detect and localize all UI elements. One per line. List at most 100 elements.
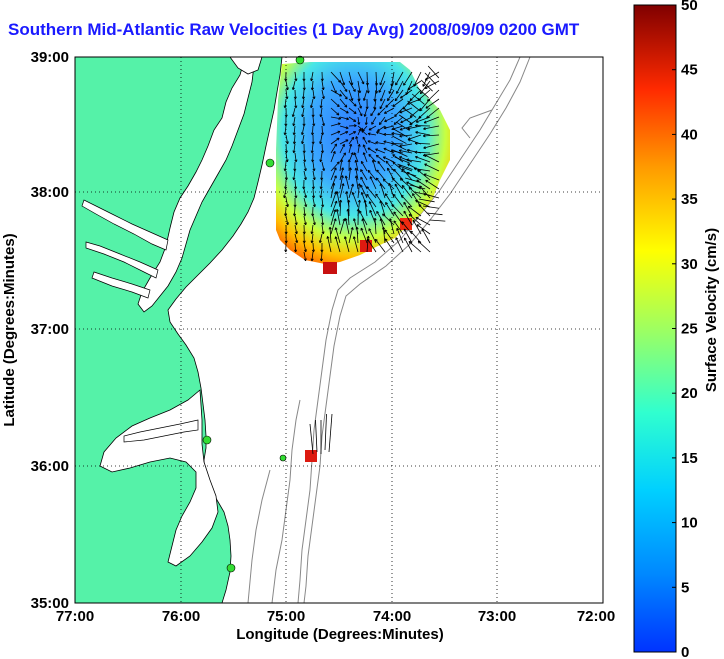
velocity-arrow — [321, 215, 324, 225]
velocity-arrow — [380, 89, 386, 102]
velocity-arrow-head — [292, 141, 295, 145]
velocity-arrow — [310, 98, 314, 108]
velocity-arrow — [364, 107, 368, 117]
velocity-arrow-head — [384, 111, 387, 114]
velocity-arrow — [330, 98, 340, 107]
velocity-arrow — [424, 154, 440, 163]
velocity-arrow-head — [285, 222, 289, 226]
velocity-arrow-head — [353, 105, 357, 107]
velocity-arrow — [312, 197, 316, 207]
velocity-arrow-head — [367, 132, 371, 134]
chesapeake-bay — [137, 57, 256, 313]
velocity-arrow-head — [338, 123, 341, 126]
velocity-arrow-head — [310, 132, 313, 136]
velocity-arrow-head — [399, 110, 402, 113]
velocity-arrow-head — [304, 204, 307, 207]
velocity-arrow-head — [419, 185, 423, 188]
velocity-arrow — [330, 151, 336, 163]
velocity-arrow-head — [295, 240, 298, 244]
velocity-arrow-head — [284, 213, 286, 217]
velocity-arrow — [330, 209, 336, 226]
velocity-arrow-head — [406, 158, 410, 160]
velocity-arrow — [374, 218, 377, 235]
velocity-arrow-head — [361, 160, 364, 163]
radar-station-marker — [279, 454, 287, 462]
velocity-arrow-head — [373, 106, 375, 110]
velocity-arrow-head — [294, 105, 297, 109]
velocity-arrow — [319, 134, 323, 144]
velocity-arrow-head — [336, 191, 339, 194]
velocity-cell — [323, 262, 337, 274]
velocity-arrow — [339, 125, 349, 129]
velocity-arrow-head — [391, 127, 395, 130]
velocity-arrow — [363, 89, 368, 101]
velocity-arrow — [408, 241, 422, 253]
york-river — [91, 271, 151, 299]
velocity-arrow — [303, 188, 307, 198]
velocity-arrow — [339, 183, 344, 199]
velocity-arrow — [392, 98, 404, 107]
colorbar-tick-label: 15 — [681, 450, 698, 467]
velocity-arrow-head — [369, 209, 373, 213]
velocity-arrow — [284, 125, 287, 135]
velocity-arrow-head — [409, 213, 412, 216]
bathymetry-contour-4 — [247, 469, 271, 603]
velocity-arrow — [345, 218, 350, 235]
velocity-arrow-head — [292, 150, 295, 154]
velocity-arrow-head — [359, 199, 361, 203]
velocity-arrow — [293, 116, 296, 126]
velocity-arrow — [427, 65, 440, 79]
velocity-arrow — [392, 149, 408, 157]
velocity-arrow-head — [353, 131, 357, 134]
velocity-arrow — [357, 71, 365, 85]
velocity-arrow-head — [403, 201, 407, 204]
x-tick-label: 72:00 — [577, 608, 615, 625]
velocity-arrow-head — [415, 124, 418, 126]
velocity-arrow — [320, 152, 323, 162]
velocity-arrow — [360, 169, 368, 181]
velocity-arrow — [285, 206, 287, 217]
velocity-arrow — [335, 227, 341, 244]
velocity-arrow-head — [377, 112, 379, 116]
velocity-arrow-head — [369, 201, 372, 204]
velocity-arrow — [356, 227, 359, 244]
velocity-arrow — [399, 114, 413, 125]
velocity-arrow-head — [373, 98, 376, 102]
velocity-arrow — [294, 98, 297, 108]
velocity-arrow-head — [302, 87, 305, 91]
velocity-arrow-head — [390, 83, 392, 87]
velocity-arrow-head — [362, 98, 365, 101]
velocity-arrow — [360, 227, 368, 244]
velocity-arrow-head — [404, 237, 407, 240]
velocity-arrow — [383, 133, 395, 136]
velocity-arrow-head — [311, 213, 313, 217]
velocity-arrow-head — [383, 140, 387, 142]
velocity-arrow — [357, 125, 364, 131]
velocity-arrow — [339, 98, 348, 108]
velocity-arrow — [376, 169, 386, 181]
velocity-arrow — [327, 236, 332, 253]
velocity-arrow-head — [362, 218, 365, 221]
velocity-arrow-head — [354, 152, 357, 155]
bathymetry-contour-3 — [271, 399, 301, 603]
velocity-arrow-head — [352, 89, 356, 92]
velocity-arrow-head — [418, 115, 420, 119]
velocity-arrow — [418, 198, 435, 203]
velocity-arrow-head — [358, 90, 361, 94]
plot-frame — [74, 56, 604, 604]
velocity-arrow — [394, 156, 410, 164]
velocity-arrow — [417, 89, 431, 101]
velocity-arrow — [320, 98, 323, 108]
velocity-arrow — [312, 89, 315, 99]
velocity-arrow — [301, 134, 305, 144]
velocity-arrow — [330, 200, 337, 217]
velocity-arrow-head — [291, 114, 294, 117]
velocity-arrow-head — [418, 240, 421, 243]
velocity-arrow — [394, 89, 404, 102]
velocity-arrow — [293, 125, 296, 135]
velocity-arrow-head — [400, 120, 403, 123]
velocity-arrow-head — [303, 177, 307, 181]
velocity-arrow — [294, 233, 298, 243]
velocity-arrow-head — [376, 169, 380, 172]
velocity-arrow — [357, 144, 360, 154]
